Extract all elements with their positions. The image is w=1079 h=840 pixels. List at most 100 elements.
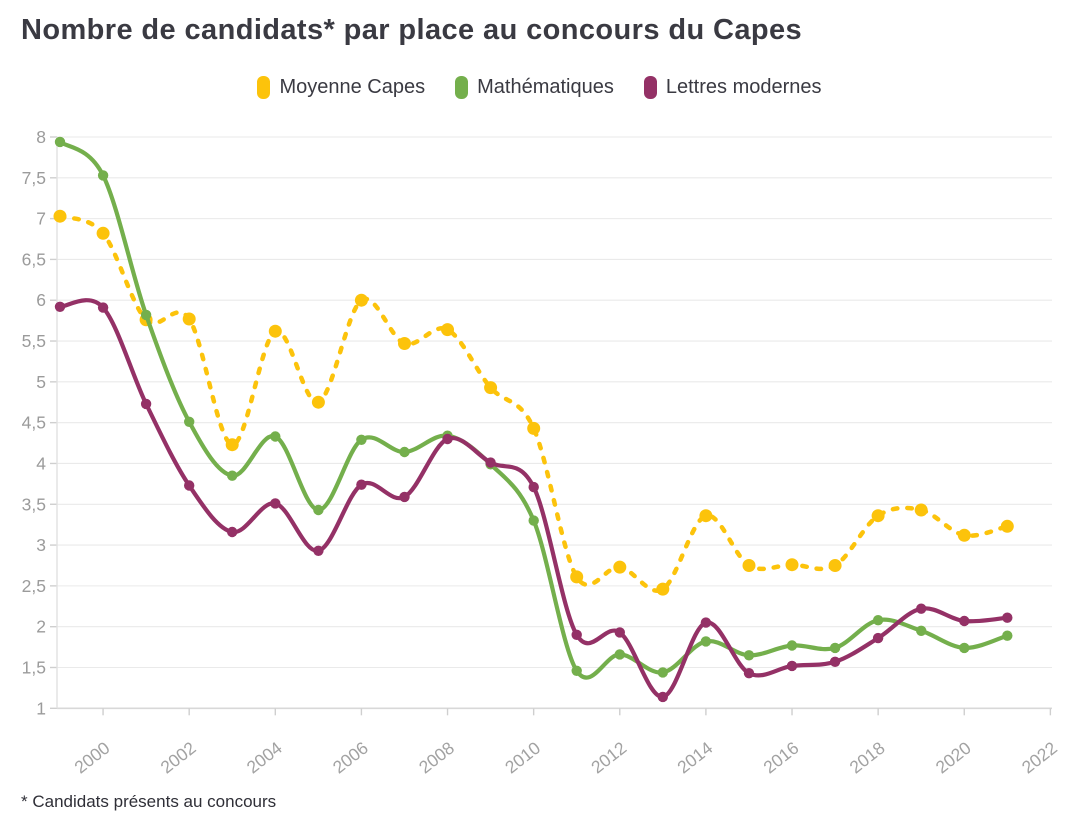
y-tick-label: 5 (36, 372, 46, 392)
legend-swatch-lettres-modernes-icon (643, 76, 657, 99)
x-tick-label: 2018 (846, 738, 889, 778)
data-point-moyenne-capes (225, 438, 239, 452)
data-point-math-matiques (700, 636, 712, 647)
data-point-lettres-modernes (270, 498, 281, 509)
data-point-moyenne-capes (613, 560, 627, 574)
x-tick-label: 2002 (157, 738, 200, 778)
data-point-moyenne-capes (785, 558, 799, 572)
data-point-moyenne-capes (957, 528, 971, 542)
legend-label-lettres-modernes: Lettres modernes (665, 76, 822, 98)
y-tick-label: 3 (36, 535, 46, 555)
data-point-math-matiques (140, 309, 152, 321)
data-point-moyenne-capes (656, 582, 670, 596)
data-point-lettres-modernes (959, 615, 970, 627)
data-point-lettres-modernes (140, 398, 152, 410)
data-point-math-matiques (829, 642, 841, 654)
data-point-lettres-modernes (356, 479, 367, 490)
data-point-moyenne-capes (484, 381, 498, 395)
series-line-moyenne-capes (57, 213, 1010, 593)
legend-label-mathematiques: Mathématiques (477, 76, 614, 98)
data-point-math-matiques (54, 136, 66, 148)
data-point-math-matiques (743, 650, 755, 661)
data-point-moyenne-capes (1000, 519, 1014, 533)
y-tick-label: 4,5 (22, 413, 46, 433)
series-line-math-matiques (57, 139, 1010, 680)
data-point-moyenne-capes (311, 395, 325, 409)
chart-title: Nombre de candidats* par place au concou… (21, 14, 803, 46)
y-tick-label: 7 (36, 209, 46, 229)
data-point-math-matiques (614, 649, 625, 660)
y-tick-label: 4 (36, 453, 46, 473)
legend-item-moyenne-capes: Moyenne Capes (257, 76, 425, 99)
y-tick-label: 6 (36, 290, 46, 310)
x-tick-label: 2004 (243, 738, 286, 778)
y-tick-label: 2,5 (22, 576, 46, 596)
data-point-lettres-modernes (657, 691, 668, 703)
data-point-lettres-modernes (1002, 612, 1013, 623)
y-tick-label: 2 (36, 617, 46, 637)
data-point-moyenne-capes (742, 559, 756, 572)
data-point-lettres-modernes (442, 433, 453, 445)
data-point-lettres-modernes (399, 491, 410, 503)
data-point-lettres-modernes (313, 545, 324, 556)
data-point-lettres-modernes (54, 301, 66, 312)
data-point-math-matiques (313, 504, 324, 516)
data-point-math-matiques (97, 170, 109, 181)
data-point-lettres-modernes (743, 668, 755, 679)
data-point-moyenne-capes (527, 421, 541, 435)
data-point-math-matiques (916, 625, 927, 636)
legend-swatch-moyenne-capes-icon (257, 76, 271, 99)
data-point-math-matiques (270, 431, 281, 442)
data-point-math-matiques (657, 667, 668, 678)
x-tick-label: 2006 (329, 738, 372, 778)
data-point-math-matiques (571, 665, 582, 676)
data-point-lettres-modernes (227, 526, 238, 538)
data-point-math-matiques (872, 615, 884, 626)
x-tick-label: 2020 (932, 738, 975, 778)
data-point-moyenne-capes (182, 312, 196, 326)
data-point-moyenne-capes (268, 324, 282, 338)
y-tick-label: 1,5 (22, 657, 46, 677)
legend: Moyenne Capes Mathématiques Lettres mode… (0, 76, 1079, 99)
legend-swatch-mathematiques-icon (455, 76, 469, 99)
data-point-moyenne-capes (570, 570, 584, 584)
data-point-lettres-modernes (829, 656, 841, 667)
y-tick-label: 8 (36, 127, 46, 147)
data-point-lettres-modernes (184, 480, 195, 491)
data-point-lettres-modernes (614, 627, 625, 638)
data-point-math-matiques (786, 640, 798, 651)
data-point-math-matiques (356, 434, 367, 445)
x-tick-label: 2016 (759, 738, 802, 778)
data-point-math-matiques (399, 446, 410, 458)
data-point-math-matiques (1002, 630, 1013, 641)
y-tick-label: 5,5 (22, 331, 46, 351)
y-tick-label: 3,5 (22, 494, 46, 514)
data-point-moyenne-capes (914, 503, 928, 517)
data-point-moyenne-capes (441, 323, 454, 337)
data-point-math-matiques (528, 515, 539, 526)
data-point-moyenne-capes (96, 226, 110, 240)
footnote: * Candidats présents au concours (21, 792, 277, 811)
data-point-moyenne-capes (398, 337, 411, 350)
data-point-moyenne-capes (53, 209, 67, 223)
data-point-moyenne-capes (699, 509, 713, 523)
y-tick-label: 1 (36, 698, 46, 718)
x-tick-label: 2022 (1018, 738, 1061, 778)
data-point-lettres-modernes (97, 302, 109, 313)
data-point-math-matiques (184, 416, 195, 427)
legend-label-moyenne-capes: Moyenne Capes (279, 76, 426, 98)
x-tick-label: 2010 (501, 738, 544, 778)
x-tick-label: 2014 (673, 738, 716, 778)
data-point-moyenne-capes (354, 293, 368, 307)
x-tick-label: 2008 (415, 738, 458, 778)
data-point-moyenne-capes (871, 509, 885, 523)
legend-item-lettres-modernes: Lettres modernes (643, 76, 822, 99)
data-point-lettres-modernes (916, 603, 927, 614)
y-tick-label: 7,5 (22, 168, 46, 188)
x-tick-label: 2000 (71, 738, 114, 778)
data-point-lettres-modernes (786, 660, 798, 672)
data-point-moyenne-capes (828, 559, 842, 572)
x-tick-label: 2012 (587, 738, 630, 778)
